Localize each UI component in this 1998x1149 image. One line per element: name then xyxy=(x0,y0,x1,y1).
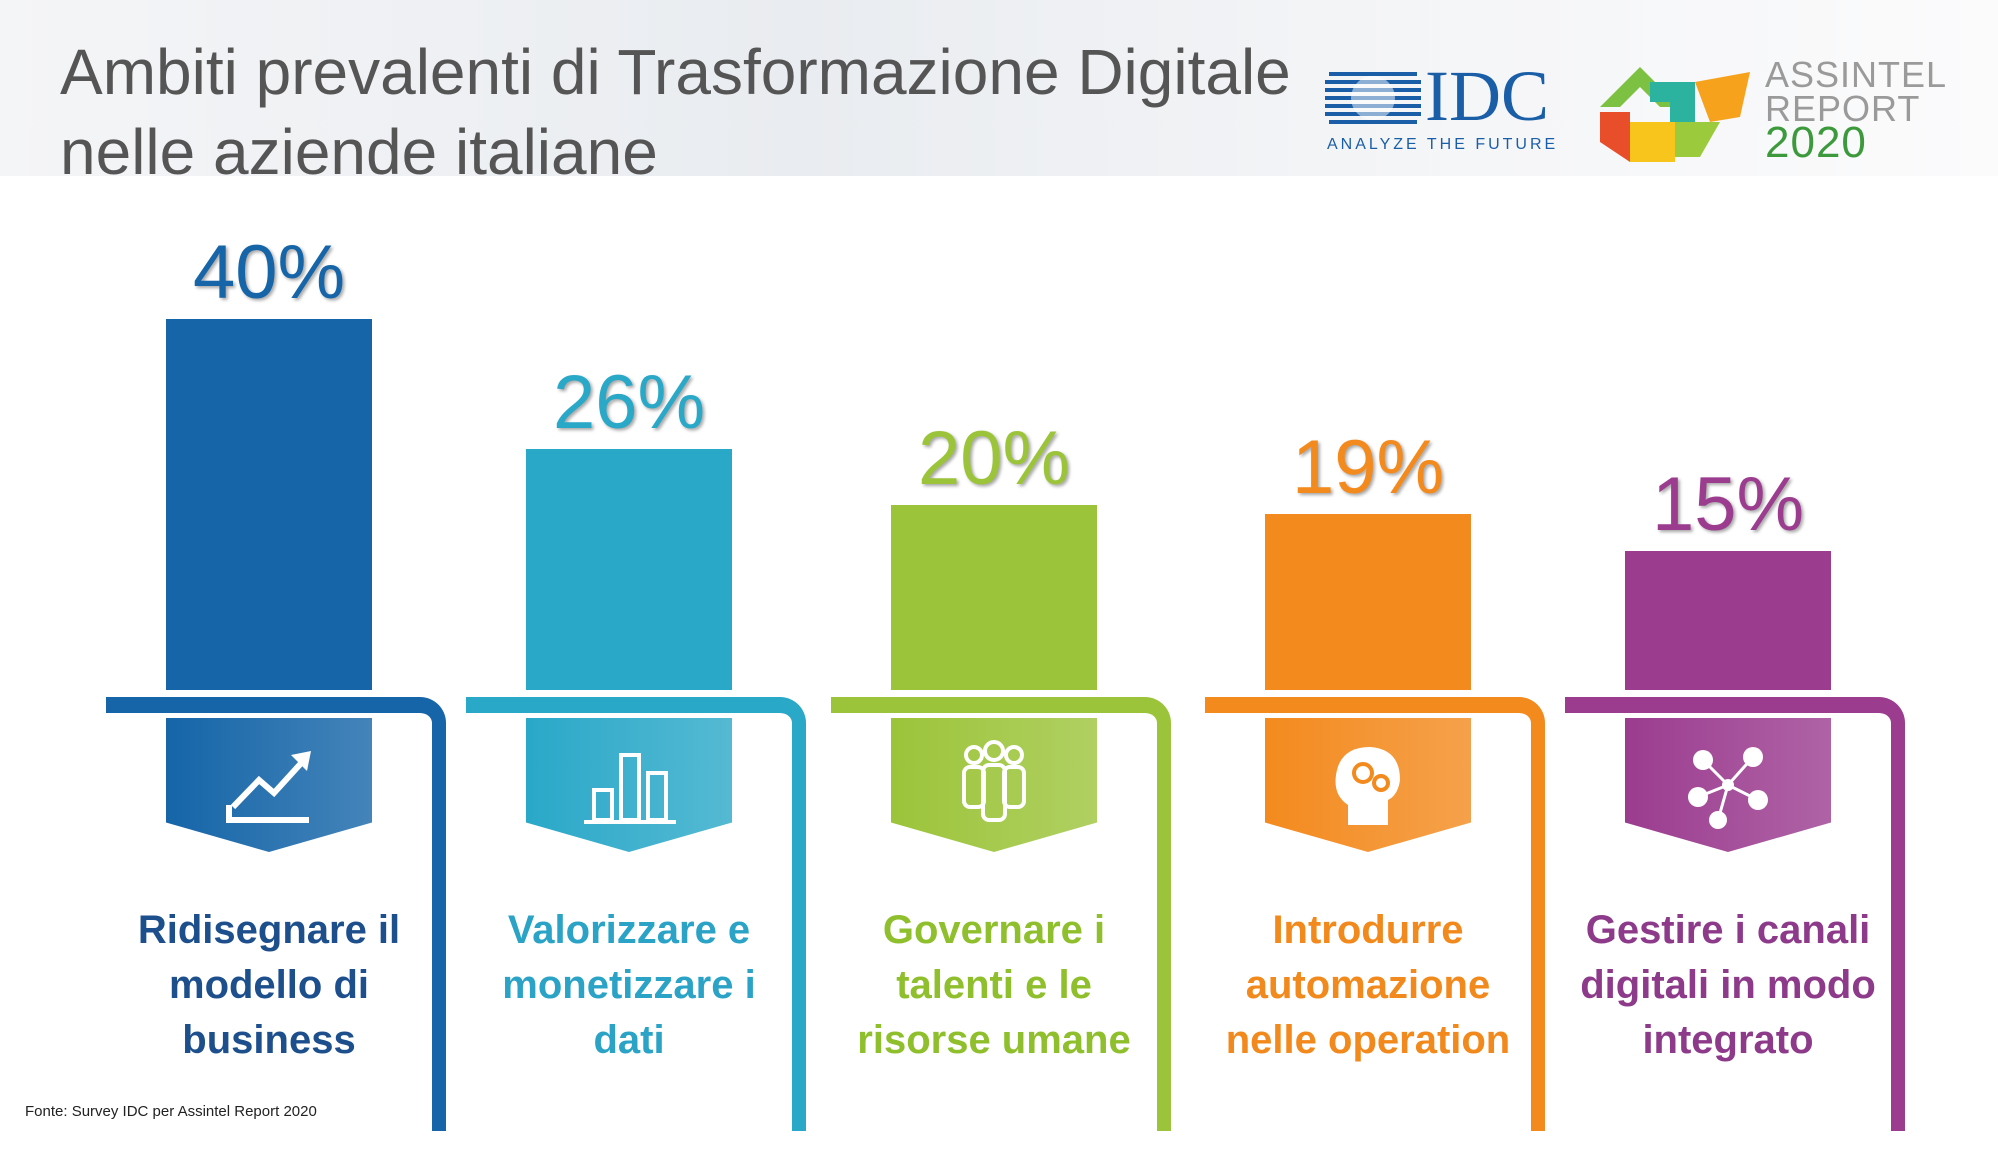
bar xyxy=(1625,550,1831,690)
bracket xyxy=(831,697,1171,1131)
category-label: Introdurre automazione nelle operation xyxy=(1225,908,1511,1062)
category-label: Valorizzare e monetizzare i dati xyxy=(502,908,756,1062)
icon-chevron xyxy=(1265,718,1471,852)
idc-tagline: ANALYZE THE FUTURE xyxy=(1327,136,1559,153)
bar xyxy=(891,504,1097,690)
icon-chevron xyxy=(526,718,732,852)
icon xyxy=(226,751,311,823)
icon-chevron xyxy=(166,718,372,852)
icon xyxy=(962,740,1026,822)
bracket xyxy=(1205,697,1545,1131)
category-label: Governare i talenti e le risorse umane xyxy=(857,908,1131,1062)
value-label: 19% xyxy=(1291,424,1445,510)
idc-logo: IDC ANALYZE THE FUTURE xyxy=(1325,58,1565,156)
icon xyxy=(584,753,676,824)
bar xyxy=(526,448,732,690)
bracket xyxy=(466,697,806,1131)
assintel-line: REPORT xyxy=(1765,88,1921,129)
icon-chevron xyxy=(1625,718,1831,852)
idc-text: IDC xyxy=(1425,56,1549,136)
icon xyxy=(1688,747,1768,829)
assintel-line: 2020 xyxy=(1765,118,1867,167)
bar xyxy=(166,319,372,690)
category-label: Gestire i canali digitali in modo integr… xyxy=(1580,908,1876,1062)
value-label: 20% xyxy=(917,415,1071,501)
bracket xyxy=(1565,697,1905,1131)
source-note: Fonte: Survey IDC per Assintel Report 20… xyxy=(25,1103,317,1120)
idc-globe xyxy=(1325,72,1421,124)
bar xyxy=(1265,513,1471,690)
value-label: 40% xyxy=(192,230,346,316)
value-label: 15% xyxy=(1651,461,1805,547)
chart-title: Ambiti prevalenti di Trasformazione Digi… xyxy=(60,36,1291,188)
assintel-mark xyxy=(1600,67,1750,162)
value-label: 26% xyxy=(552,359,706,445)
assintel-line: ASSINTEL xyxy=(1765,54,1948,95)
assintel-text: ASSINTEL REPORT 2020 xyxy=(1765,54,1948,167)
category-label: Ridisegnare il modello di business xyxy=(137,908,401,1062)
icon-chevron xyxy=(891,718,1097,852)
icon xyxy=(1335,747,1400,825)
bracket xyxy=(106,697,446,1131)
